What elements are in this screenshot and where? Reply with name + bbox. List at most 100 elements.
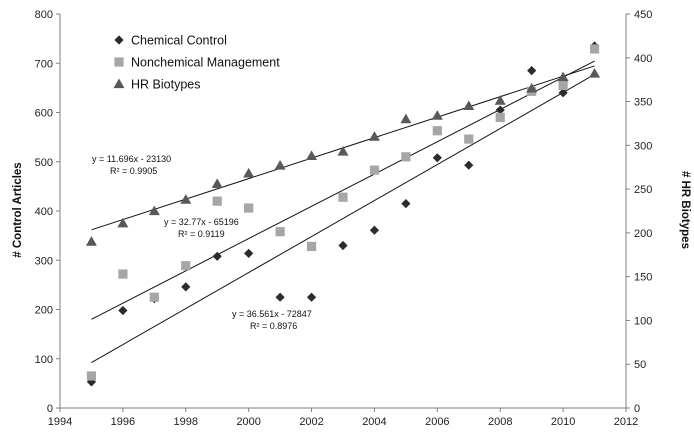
x-tick-label: 2000 bbox=[236, 416, 260, 428]
point-diamond bbox=[401, 199, 411, 209]
point-diamond bbox=[212, 251, 222, 261]
x-tick-label: 2004 bbox=[362, 416, 386, 428]
point-square bbox=[558, 80, 568, 91]
point-diamond bbox=[369, 225, 380, 235]
point-diamond bbox=[86, 377, 97, 387]
trendline-r2: R² = 0.9119 bbox=[178, 229, 225, 239]
y-tick-label: 700 bbox=[35, 58, 53, 70]
y-tick-label: 100 bbox=[35, 354, 53, 366]
y-tick-label: 600 bbox=[35, 108, 53, 120]
point-diamond bbox=[527, 66, 537, 76]
legend-marker-diamond bbox=[114, 35, 124, 45]
y2-tick-label: 100 bbox=[634, 315, 652, 327]
y2-tick-label: 150 bbox=[634, 272, 652, 284]
x-tick-label: 2008 bbox=[488, 416, 512, 428]
point-triangle bbox=[274, 159, 286, 170]
point-square bbox=[589, 44, 600, 54]
point-diamond bbox=[181, 282, 191, 292]
point-diamond bbox=[432, 153, 442, 163]
point-triangle bbox=[431, 110, 443, 120]
point-triangle bbox=[211, 178, 223, 188]
y2-tick-label: 250 bbox=[634, 184, 652, 196]
y2-axis-title: # HR Biotypes bbox=[679, 171, 691, 249]
trendline-equation: y = 11.696x - 23130 bbox=[92, 154, 171, 164]
y2-tick-label: 200 bbox=[634, 228, 652, 240]
point-triangle bbox=[557, 71, 569, 82]
point-square bbox=[181, 261, 191, 271]
point-square bbox=[495, 112, 505, 123]
point-diamond bbox=[338, 240, 348, 251]
point-square bbox=[338, 192, 348, 202]
axis-titles: # Control Articles # HR Biotypes bbox=[12, 162, 691, 257]
trendline-r2: R² = 0.9905 bbox=[110, 166, 157, 176]
point-diamond bbox=[464, 160, 474, 170]
axes: 1994 1996 1998 2000 2002 2004 2006 2008 2010 2012… bbox=[35, 9, 653, 428]
point-triangle bbox=[400, 113, 412, 124]
point-diamond bbox=[558, 88, 568, 98]
point-square bbox=[86, 371, 97, 381]
y2-tick-label: 350 bbox=[634, 97, 652, 109]
y2-tick-label: 450 bbox=[634, 9, 652, 21]
trendline-equation: y = 36.561x - 72847 bbox=[232, 309, 312, 319]
point-diamond bbox=[495, 105, 505, 115]
trendlines bbox=[91, 60, 595, 364]
y2-tick-label: 0 bbox=[634, 403, 640, 415]
point-square bbox=[464, 134, 474, 144]
y-tick-label: 800 bbox=[35, 9, 53, 21]
point-triangle bbox=[337, 145, 349, 156]
point-diamond bbox=[275, 292, 285, 302]
trendline-diamond bbox=[91, 74, 595, 364]
point-triangle bbox=[243, 167, 255, 178]
point-triangle bbox=[85, 236, 97, 246]
point-triangle bbox=[148, 205, 160, 216]
point-square bbox=[401, 152, 411, 162]
point-diamond bbox=[118, 305, 128, 316]
point-diamond bbox=[306, 292, 317, 302]
point-triangle bbox=[526, 82, 538, 93]
x-tick-label: 2012 bbox=[614, 416, 638, 428]
y2-tick-label: 50 bbox=[634, 359, 646, 371]
point-triangle bbox=[589, 68, 601, 78]
trendline-equations: y = 36.561x - 72847 R² = 0.8976 y = 32.77x… bbox=[92, 154, 312, 331]
legend-label: Nonchemical Management bbox=[131, 56, 280, 70]
x-tick-label: 1998 bbox=[174, 416, 198, 428]
y-tick-label: 500 bbox=[35, 157, 53, 169]
x-tick-label: 2006 bbox=[425, 416, 449, 428]
trendline-equation: y = 32.77x - 65196 bbox=[164, 217, 239, 227]
legend-marker-triangle bbox=[113, 78, 125, 89]
point-square bbox=[212, 196, 222, 206]
point-square bbox=[244, 203, 254, 213]
legend-label: Chemical Control bbox=[131, 34, 227, 48]
point-triangle bbox=[117, 217, 129, 228]
x-tick-label: 2002 bbox=[299, 416, 323, 428]
point-triangle bbox=[368, 131, 380, 141]
point-triangle bbox=[494, 95, 506, 105]
point-diamond bbox=[244, 248, 254, 258]
legend-marker-square bbox=[114, 57, 124, 67]
point-triangle bbox=[306, 150, 318, 160]
y-axis-title: # Control Articles bbox=[12, 162, 24, 257]
point-triangle bbox=[180, 194, 192, 204]
legend-label: HR Biotypes bbox=[131, 78, 200, 92]
y-tick-label: 400 bbox=[35, 206, 53, 218]
y-tick-label: 200 bbox=[35, 305, 53, 317]
point-square bbox=[432, 126, 442, 136]
y2-tick-label: 300 bbox=[634, 140, 652, 152]
data-points bbox=[85, 41, 601, 387]
y-tick-label: 300 bbox=[35, 255, 53, 267]
point-square bbox=[369, 165, 380, 175]
point-triangle bbox=[463, 100, 475, 111]
point-square bbox=[275, 227, 285, 237]
y2-tick-label: 400 bbox=[634, 53, 652, 65]
x-tick-label: 2010 bbox=[551, 416, 575, 428]
point-square bbox=[118, 269, 128, 279]
trendline-r2: R² = 0.8976 bbox=[250, 321, 297, 331]
y-tick-label: 0 bbox=[47, 403, 53, 415]
point-square bbox=[149, 292, 159, 302]
point-square bbox=[306, 241, 317, 252]
x-tick-label: 1996 bbox=[111, 416, 135, 428]
legend: Chemical Control Nonchemical Management HR… bbox=[113, 34, 280, 92]
x-tick-label: 1994 bbox=[48, 416, 72, 428]
